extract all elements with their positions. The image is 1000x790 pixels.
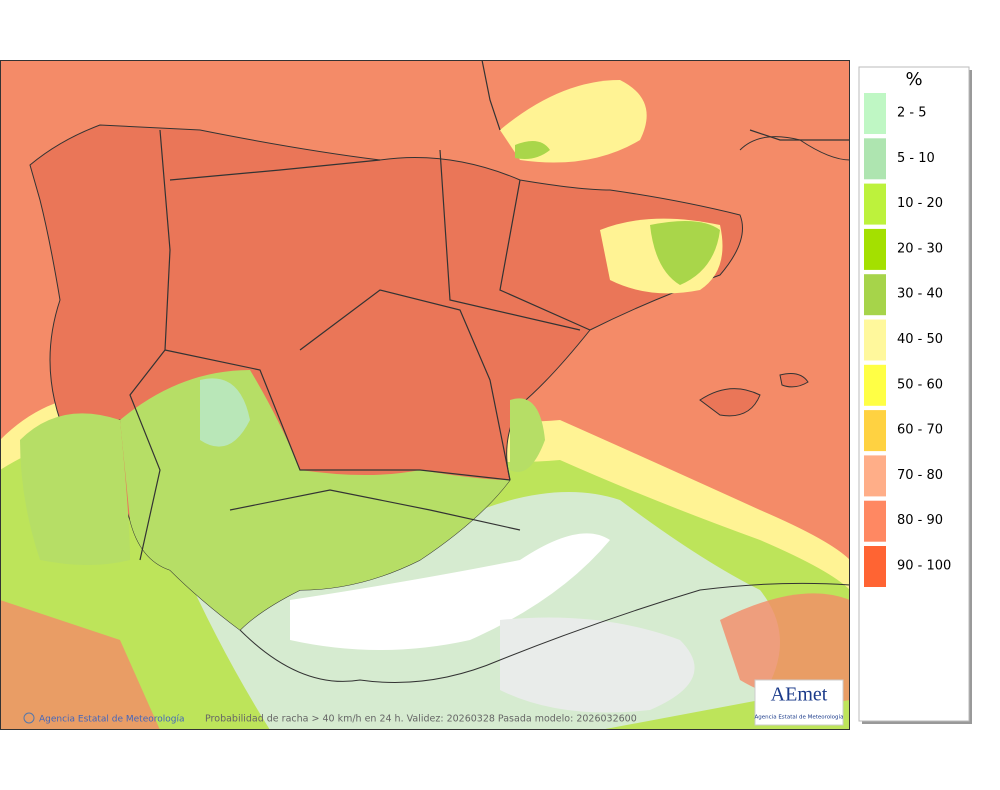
legend-swatch: [864, 319, 886, 361]
logo-box: [754, 679, 844, 726]
legend-items: 2 - 5 5 - 10 10 - 20 20 - 30 30 - 40 40 - 50 5…: [864, 93, 951, 587]
legend-label: 90 - 100: [897, 559, 951, 574]
legend-label: 40 - 50: [897, 332, 943, 347]
legend-title: %: [905, 69, 922, 90]
legend-label: 60 - 70: [897, 423, 943, 438]
legend-label: 50 - 60: [897, 377, 943, 392]
legend-swatch: [864, 138, 886, 180]
legend-label: 30 - 40: [897, 287, 943, 302]
legend-swatch: [864, 274, 886, 316]
legend-swatch: [864, 546, 886, 587]
logo: AEmet: [771, 684, 828, 706]
legend-swatch: [864, 93, 886, 134]
map: [0, 60, 850, 730]
legend-label: 70 - 80: [897, 468, 943, 483]
legend-label: 10 - 20: [897, 196, 943, 211]
copyright-icon: [23, 712, 35, 724]
legend-swatch: [864, 183, 886, 225]
copyright: Agencia Estatal de Meteorología: [39, 715, 185, 725]
map-frame: [0, 60, 850, 730]
legend-label: 80 - 90: [897, 513, 943, 528]
caption: Probabilidad de racha > 40 km/h en 24 h.…: [205, 714, 637, 725]
legend-swatch: [864, 455, 886, 497]
legend-label: 20 - 30: [897, 241, 943, 256]
region-borders: [129, 60, 850, 561]
legend-swatch: [864, 364, 886, 406]
legend-label: 2 - 5: [897, 106, 927, 121]
legend-swatch: [864, 500, 886, 542]
legend-swatch: [864, 228, 886, 270]
logo-subtitle: Agencia Estatal de Meteorología: [755, 714, 844, 721]
legend-label: 5 - 10: [897, 151, 935, 166]
legend-swatch: [864, 410, 886, 452]
